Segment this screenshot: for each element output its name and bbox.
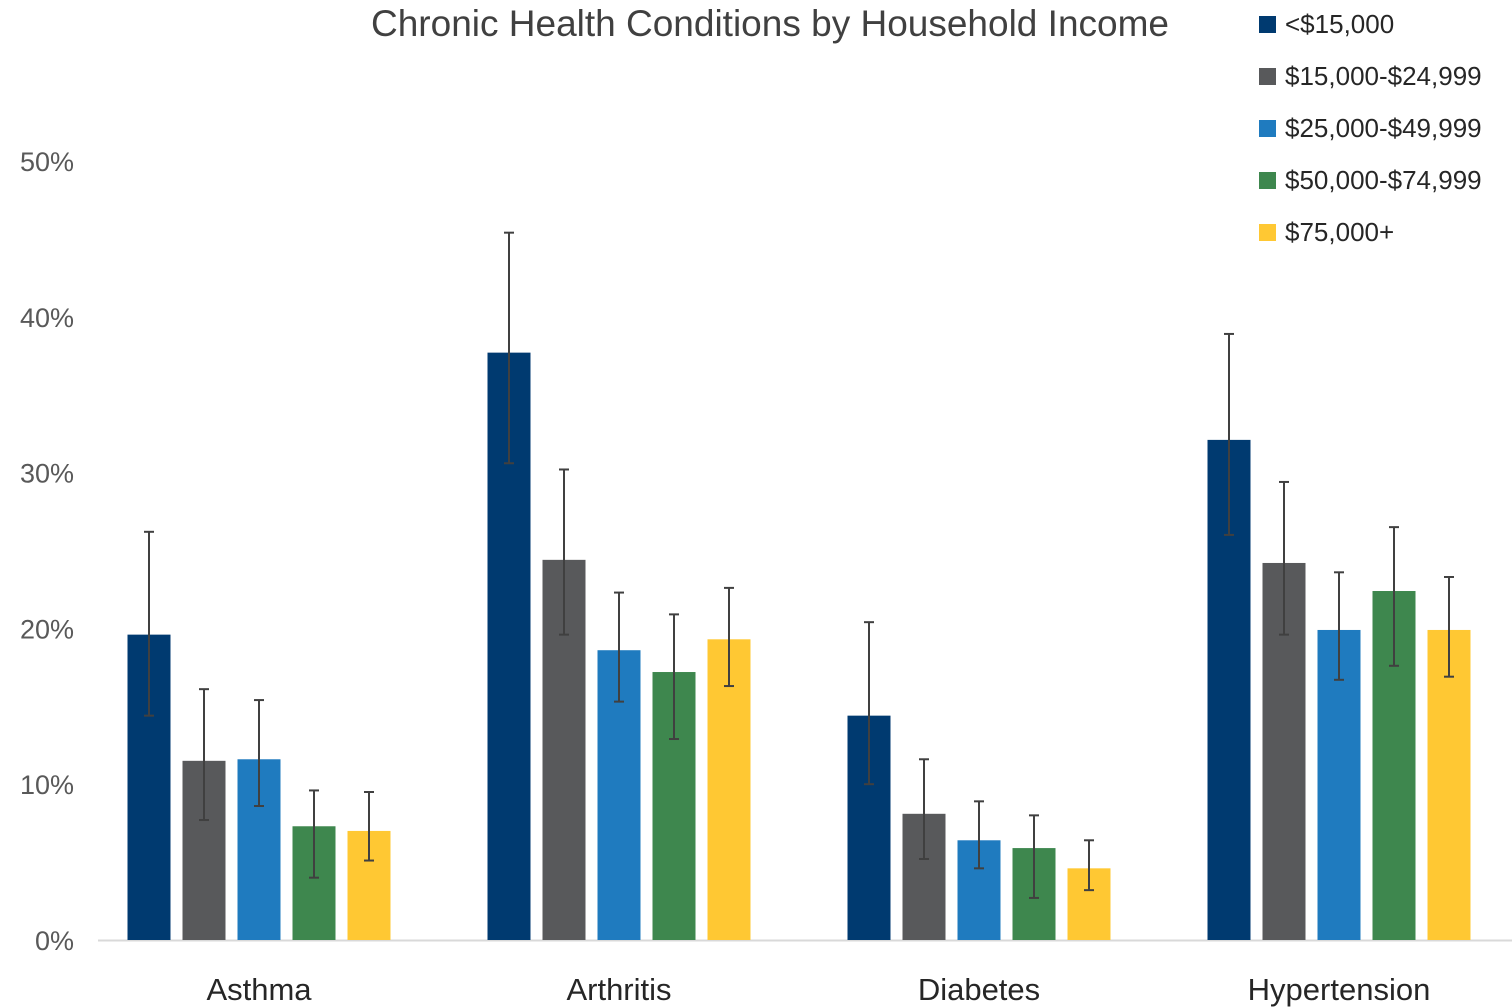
bars — [127, 352, 1471, 940]
y-tick-label: 10% — [20, 770, 74, 800]
legend-label: $75,000+ — [1285, 217, 1394, 247]
x-tick-label: Hypertension — [1248, 972, 1431, 1007]
error-bar — [724, 586, 734, 688]
error-bar — [1084, 839, 1094, 892]
bar — [1317, 629, 1361, 940]
error-bar — [504, 231, 514, 465]
bar — [707, 639, 751, 940]
error-bar — [614, 591, 624, 703]
error-bar — [1334, 571, 1344, 681]
error-bar — [919, 758, 929, 860]
x-tick-label: Arthritis — [566, 972, 671, 1007]
y-tick-label: 40% — [20, 303, 74, 333]
error-bar — [144, 530, 154, 717]
legend-swatch — [1259, 224, 1276, 241]
y-tick-label: 0% — [35, 926, 74, 956]
legend-item: $75,000+ — [1259, 217, 1394, 247]
bar — [1427, 629, 1471, 940]
legend-label: <$15,000 — [1285, 9, 1394, 39]
legend-item: $25,000-$49,999 — [1259, 113, 1482, 143]
y-tick-label: 30% — [20, 459, 74, 489]
legend-item: $50,000-$74,999 — [1259, 165, 1482, 195]
error-bar — [1279, 480, 1289, 636]
x-tick-label: Asthma — [206, 972, 312, 1007]
legend-swatch — [1259, 68, 1276, 85]
error-bar — [559, 468, 569, 636]
legend-swatch — [1259, 16, 1276, 33]
legend-item: <$15,000 — [1259, 9, 1394, 39]
legend-label: $50,000-$74,999 — [1285, 165, 1482, 195]
legend-label: $25,000-$49,999 — [1285, 113, 1482, 143]
error-bar — [254, 699, 264, 808]
y-axis: 0% 10% 20% 30% 40% 50% — [20, 147, 74, 956]
legend-swatch — [1259, 172, 1276, 189]
error-bar — [1224, 332, 1234, 536]
error-bar — [364, 790, 374, 862]
chart-title: Chronic Health Conditions by Household I… — [371, 3, 1169, 44]
error-bar — [199, 688, 209, 822]
x-tick-label: Diabetes — [918, 972, 1040, 1007]
y-tick-label: 50% — [20, 147, 74, 177]
y-tick-label: 20% — [20, 614, 74, 644]
legend-swatch — [1259, 120, 1276, 137]
legend: <$15,000 $15,000-$24,999 $25,000-$49,999 $5… — [1259, 9, 1482, 247]
error-bar — [1029, 814, 1039, 899]
error-bars — [144, 231, 1454, 899]
error-bar — [1444, 575, 1454, 678]
x-axis: Asthma Arthritis Diabetes Hypertension — [206, 972, 1430, 1007]
error-bar — [974, 800, 984, 870]
legend-item: $15,000-$24,999 — [1259, 61, 1482, 91]
error-bar — [864, 621, 874, 786]
error-bar — [309, 789, 319, 879]
error-bar — [1389, 526, 1399, 667]
error-bar — [669, 613, 679, 741]
legend-label: $15,000-$24,999 — [1285, 61, 1482, 91]
